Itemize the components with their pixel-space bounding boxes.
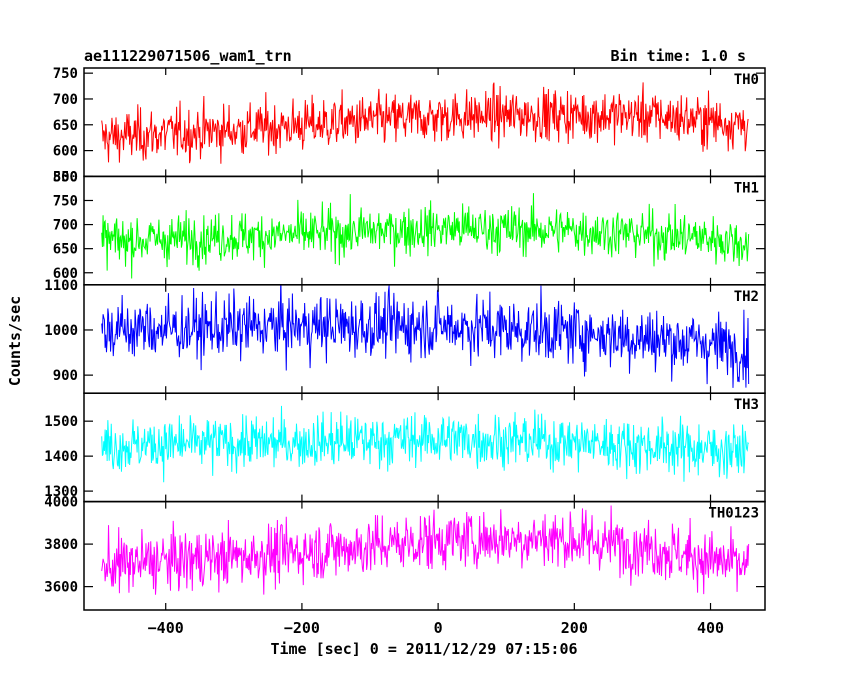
y-tick-label: 600	[53, 266, 78, 282]
y-tick-label: 1000	[44, 323, 78, 339]
y-tick-label: 1500	[44, 414, 78, 430]
y-tick-label: 3800	[44, 537, 78, 553]
y-tick-label: 750	[53, 66, 78, 82]
y-tick-label: 750	[53, 193, 78, 209]
panel-th0123: 3600 3800 4000 TH0123	[44, 495, 766, 611]
x-tick-label: −400	[148, 619, 184, 637]
series-th2	[101, 284, 750, 388]
y-tick-label: 1400	[44, 449, 78, 465]
panel-label: TH0123	[708, 506, 759, 522]
y-axis-label: Counts/sec	[6, 296, 24, 386]
x-tick-label: 200	[561, 619, 588, 637]
series-th1	[101, 193, 750, 279]
y-tick-label: 700	[53, 92, 78, 108]
y-tick-label: 600	[53, 144, 78, 160]
series-th3	[101, 405, 750, 483]
panel-label: TH3	[734, 397, 759, 413]
x-axis-label: Time [sec] 0 = 2011/12/29 07:15:06	[270, 640, 577, 658]
panels-layer: 550 600 650 700 750 TH0 600 650 700 750 800 TH1 900 1…	[44, 66, 766, 611]
y-tick-label: 4000	[44, 495, 78, 511]
x-axis: −400 −200 0 200 400	[148, 619, 724, 637]
y-tick-label: 550	[53, 169, 78, 185]
panel-label: TH1	[734, 180, 759, 196]
panel-th3: 1300 1400 1500 TH3	[44, 392, 766, 503]
panel-frame	[83, 500, 766, 611]
y-tick-label: 1300	[44, 484, 78, 500]
x-tick-label: 0	[434, 619, 443, 637]
y-tick-label: 1100	[44, 278, 78, 294]
panel-th0: 550 600 650 700 750 TH0	[53, 66, 766, 185]
y-tick-label: 650	[53, 118, 78, 134]
bin-time-label: Bin time: 1.0 s	[611, 47, 746, 65]
y-tick-label: 3600	[44, 580, 78, 596]
panel-label: TH0	[734, 72, 759, 88]
x-tick-label: 400	[697, 619, 724, 637]
panel-th2: 900 1000 1100 TH2	[44, 278, 766, 394]
series-th0	[101, 82, 749, 164]
y-tick-label: 900	[53, 368, 78, 384]
y-tick-label: 800	[53, 169, 78, 185]
y-tick-label: 700	[53, 218, 78, 234]
y-tick-label: 650	[53, 242, 78, 258]
chart-title: ae111229071506_wam1_trn	[84, 47, 292, 65]
panel-th1: 600 650 700 750 800 TH1	[53, 169, 766, 286]
panel-label: TH2	[734, 289, 759, 305]
x-tick-label: −200	[284, 619, 320, 637]
series-th0123	[101, 505, 750, 595]
